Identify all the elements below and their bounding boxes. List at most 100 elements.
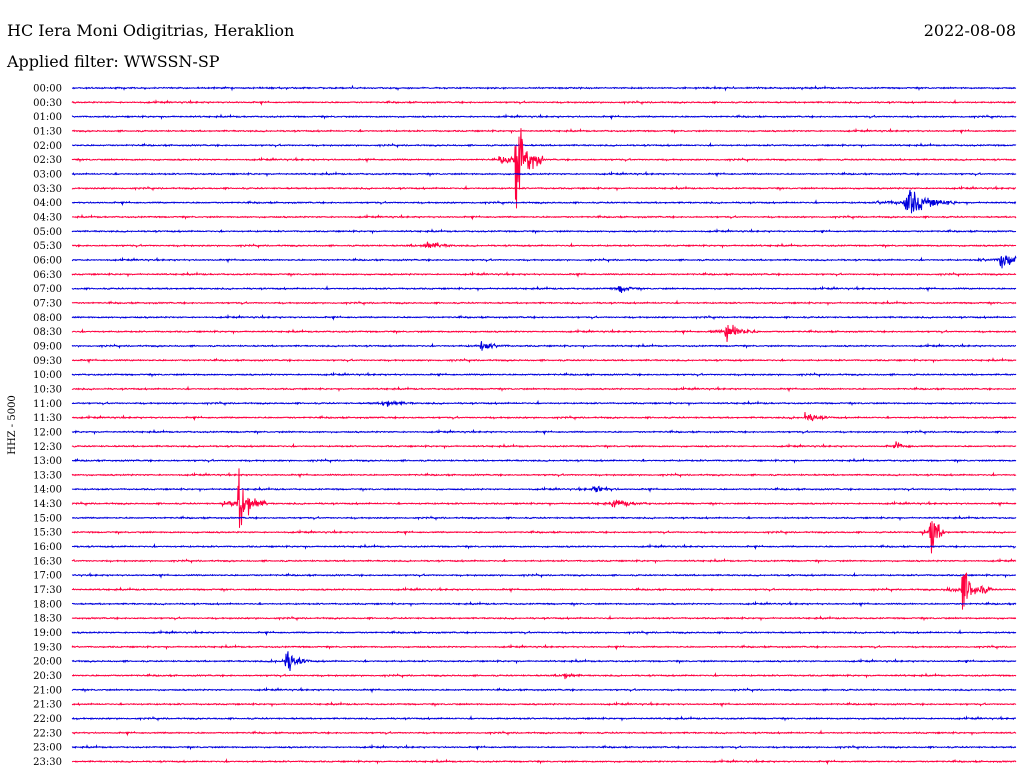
date-label: 2022-08-08: [923, 21, 1016, 40]
trace-row: [71, 324, 1017, 342]
trace-row: [71, 571, 1016, 579]
trace-row: [71, 127, 1017, 135]
row-time-label: 01:00: [33, 112, 62, 123]
row-time-label: 13:30: [33, 470, 62, 481]
trace-row: [71, 399, 1017, 407]
trace-row: [71, 651, 1017, 672]
trace-row: [71, 412, 1017, 422]
trace-row: [71, 285, 1017, 294]
row-time-label: 09:30: [33, 356, 62, 367]
trace-row: [71, 643, 1017, 651]
trace-row: [71, 428, 1017, 436]
row-time-label: 18:30: [33, 614, 62, 625]
trace-row: [71, 686, 1017, 694]
row-time-label: 15:00: [33, 513, 62, 524]
row-time-label: 06:30: [33, 270, 62, 281]
row-time-label: 18:00: [33, 599, 62, 610]
trace-row: [72, 241, 1017, 249]
trace-row: [71, 485, 1017, 493]
trace-row: [71, 341, 1017, 351]
trace-row: [71, 113, 1017, 121]
trace-row: [71, 255, 1017, 269]
row-time-label: 20:00: [33, 657, 62, 668]
trace-row: [71, 557, 1017, 565]
row-time-label: 04:00: [33, 198, 62, 209]
trace-row: [71, 543, 1017, 551]
y-axis-label: HHZ - 5000: [7, 395, 18, 455]
trace-row: [71, 672, 1017, 680]
trace-row: [71, 729, 1017, 737]
trace-row: [71, 521, 1017, 554]
row-time-label: 05:30: [33, 241, 62, 252]
row-time-label: 10:30: [33, 384, 62, 395]
row-time-label: 07:00: [33, 284, 62, 295]
trace-row: [71, 614, 1017, 622]
row-time-label: 11:30: [33, 413, 62, 424]
row-time-label: 11:00: [33, 399, 62, 410]
row-time-label: 12:30: [33, 442, 62, 453]
trace-row: [71, 629, 1017, 637]
trace-row: [71, 271, 1017, 278]
row-time-label: 20:30: [33, 671, 62, 682]
trace-row: [71, 228, 1017, 235]
trace-row: [72, 141, 1017, 149]
row-time-label: 17:00: [33, 571, 62, 582]
trace-row: [71, 128, 1017, 209]
row-time-label: 21:00: [33, 685, 62, 696]
row-time-label: 05:00: [33, 227, 62, 238]
row-time-label: 08:00: [33, 313, 62, 324]
row-time-label: 02:00: [33, 141, 62, 152]
row-time-label: 22:00: [33, 714, 62, 725]
trace-row: [71, 700, 1017, 708]
trace-row: [71, 471, 1017, 479]
row-time-label: 23:30: [33, 757, 62, 768]
row-time-label: 12:00: [33, 427, 62, 438]
row-time-label: 19:30: [33, 642, 62, 653]
row-time-label: 01:30: [33, 126, 62, 137]
trace-row: [71, 213, 1017, 221]
trace-row: [71, 758, 1017, 766]
trace-row: [71, 600, 1017, 608]
row-time-label: 10:00: [33, 370, 62, 381]
row-time-label: 16:00: [33, 542, 62, 553]
row-time-label: 03:00: [33, 169, 62, 180]
trace-row: [71, 98, 1017, 106]
trace-row: [71, 572, 1017, 610]
row-time-label: 04:30: [33, 212, 62, 223]
trace-row: [72, 514, 1017, 522]
trace-row: [71, 385, 1016, 393]
traces: [71, 84, 1017, 766]
row-time-label: 16:30: [33, 556, 62, 567]
trace-row: [71, 313, 1017, 321]
tick-labels: 00:00 00:30 01:00 01:30 02:00 02:30 03:00 03:30…: [33, 84, 62, 769]
row-time-label: 08:30: [33, 327, 62, 338]
trace-row: [71, 715, 1016, 722]
row-time-label: 17:30: [33, 585, 62, 596]
filter-label: Applied filter: WWSSN-SP: [7, 52, 220, 71]
trace-row: [71, 299, 1017, 307]
trace-row: [71, 170, 1017, 178]
station-title: HC Iera Moni Odigitrias, Heraklion: [7, 21, 295, 40]
row-time-label: 09:00: [33, 341, 62, 352]
row-time-label: 03:30: [33, 184, 62, 195]
trace-row: [71, 441, 1017, 450]
trace-row: [71, 371, 1017, 378]
trace-row: [71, 184, 1017, 192]
row-time-label: 00:00: [33, 84, 62, 95]
row-time-label: 21:30: [33, 700, 62, 711]
row-time-label: 13:00: [33, 456, 62, 467]
trace-row: [71, 468, 1017, 528]
row-time-label: 07:30: [33, 298, 62, 309]
row-time-label: 02:30: [33, 155, 62, 166]
row-time-label: 14:00: [33, 485, 62, 496]
row-time-label: 22:30: [33, 728, 62, 739]
trace-row: [71, 357, 1017, 364]
row-time-label: 23:00: [33, 743, 62, 754]
row-time-label: 15:30: [33, 528, 62, 539]
trace-row: [71, 743, 1017, 751]
trace-row: [71, 84, 1017, 92]
row-time-label: 14:30: [33, 499, 62, 510]
trace-row: [72, 457, 1017, 464]
row-time-label: 06:00: [33, 255, 62, 266]
